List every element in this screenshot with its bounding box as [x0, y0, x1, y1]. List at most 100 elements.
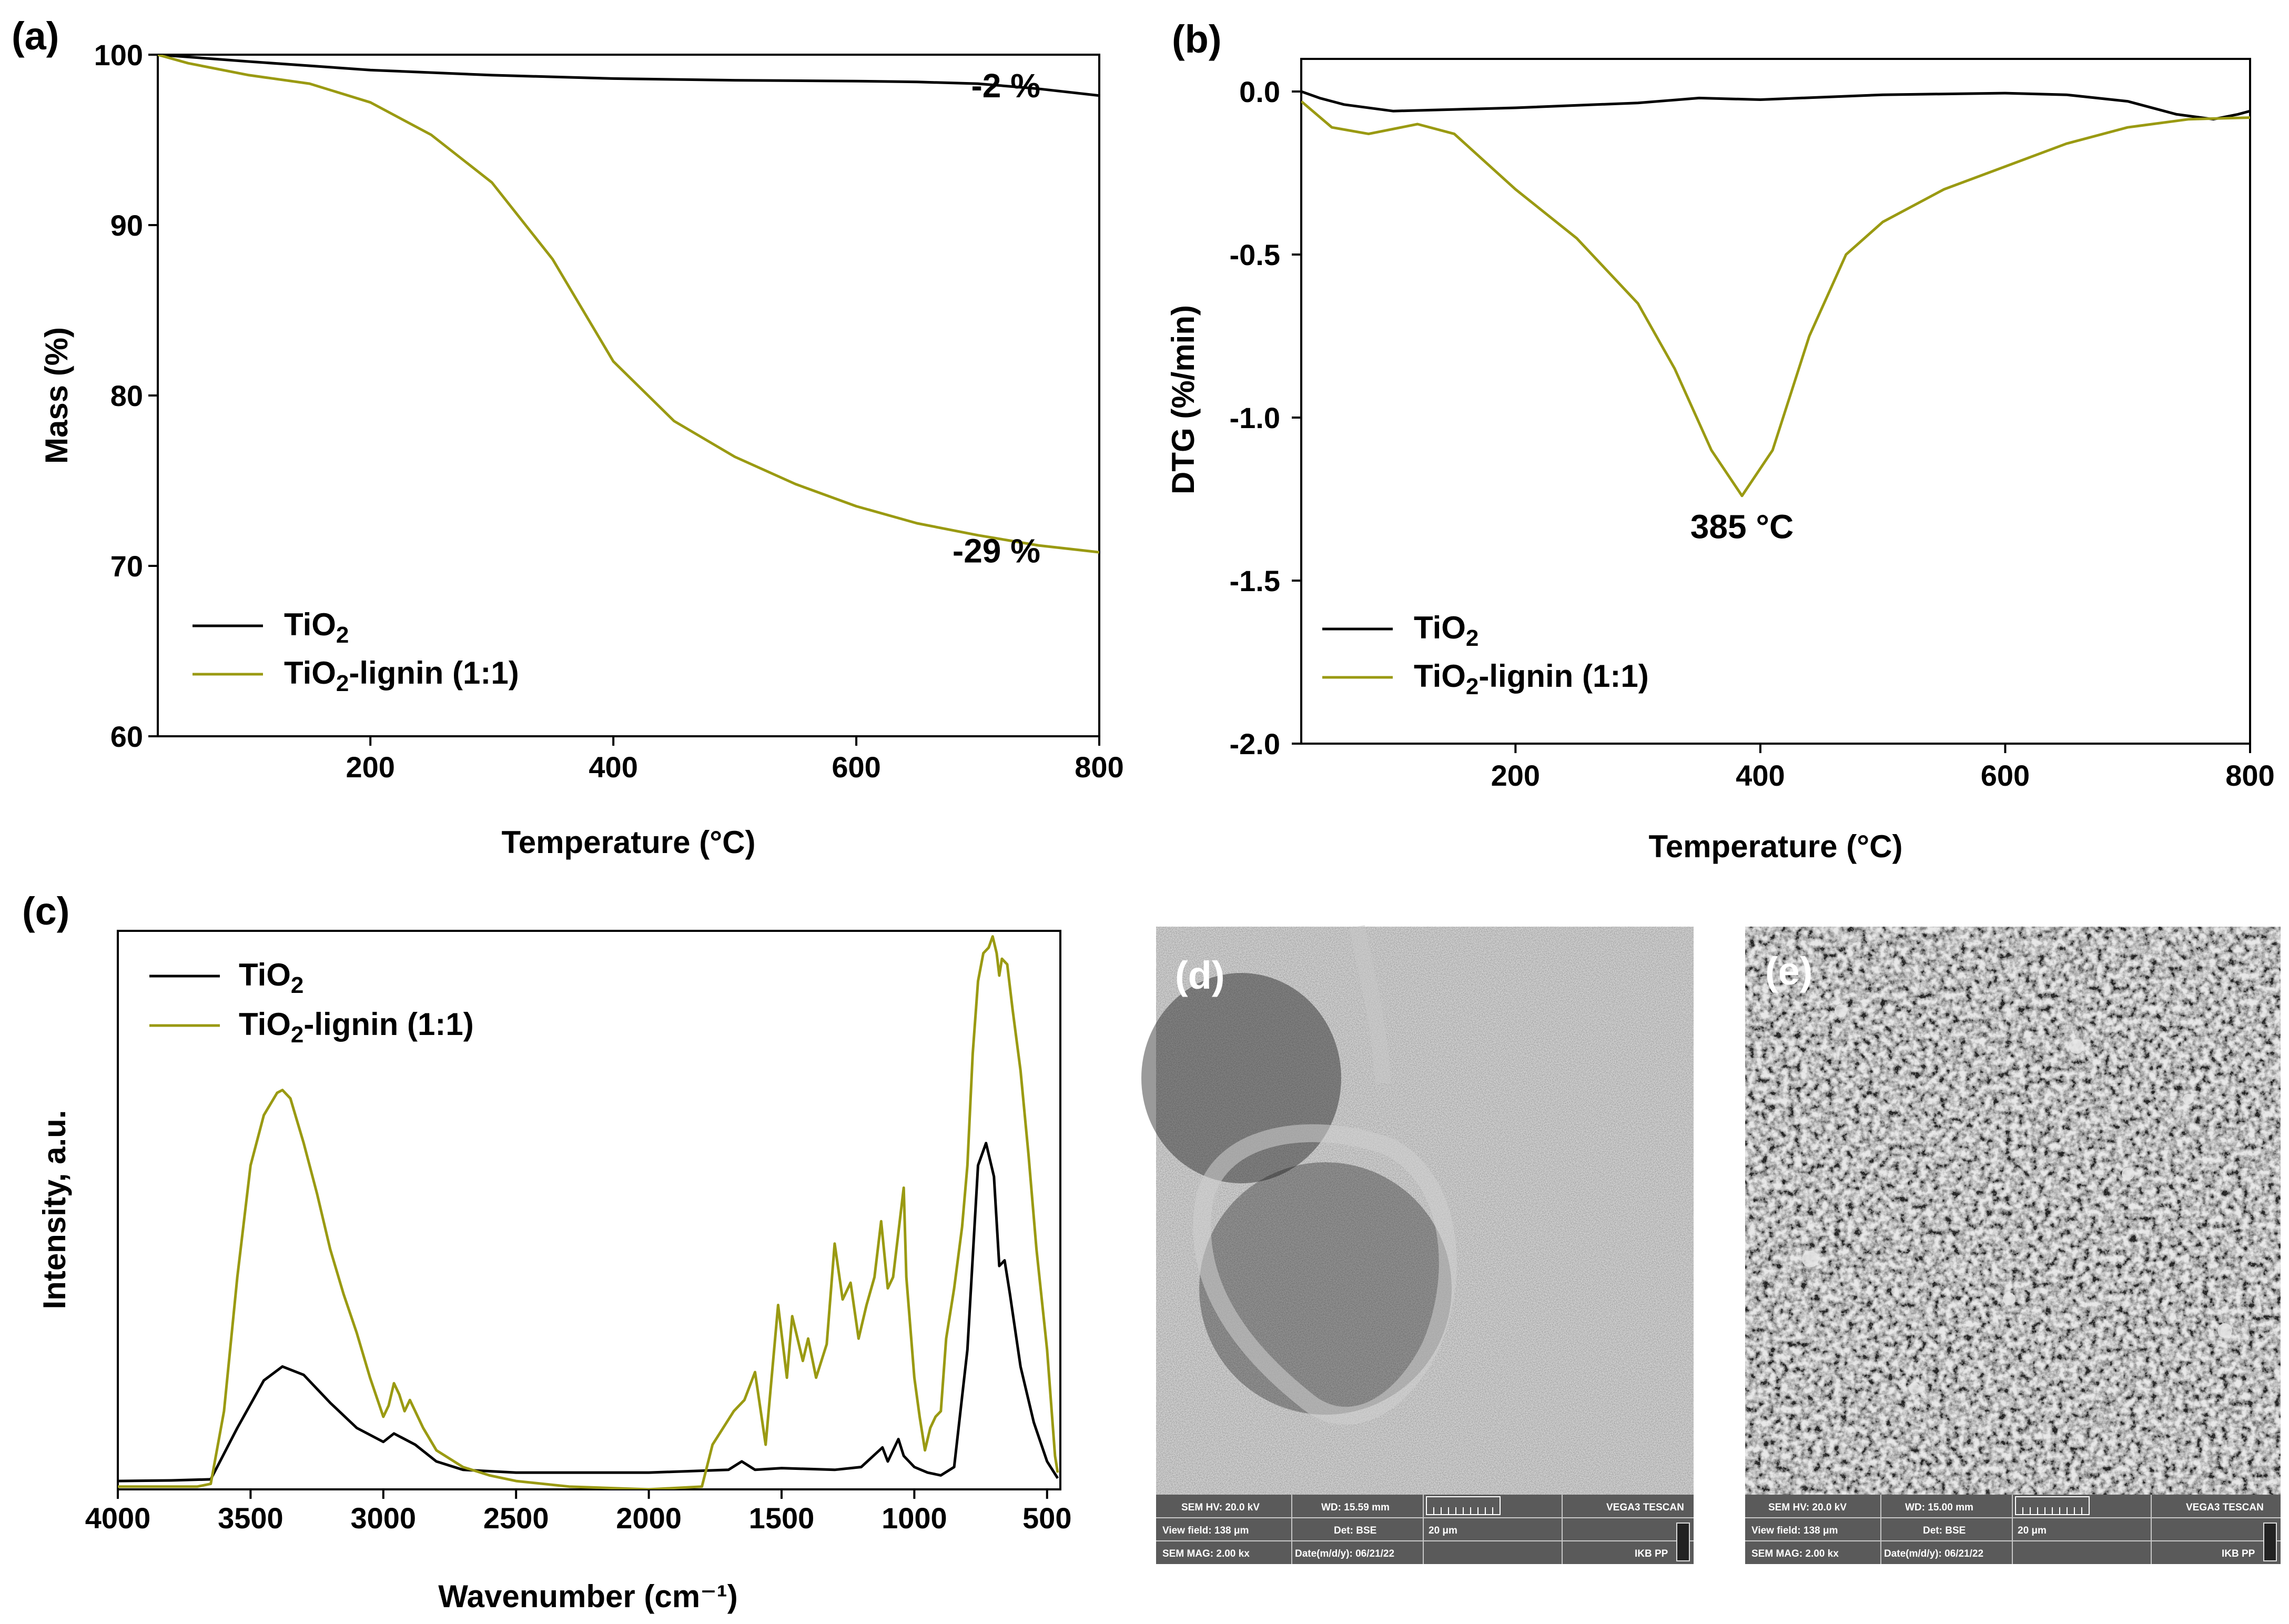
- sem-e-label: (e): [1765, 949, 1812, 993]
- sem-e-mag: SEM MAG: 2.00 kx: [1751, 1548, 1839, 1559]
- chart-c-xtick-label-4000: 4000: [85, 1501, 151, 1535]
- chart-c-frame: [117, 930, 1061, 1490]
- chart-c-xtick-label-1500: 1500: [749, 1501, 815, 1535]
- chart-a-ytick-label-1: 70: [110, 550, 143, 583]
- chart-c-xtick-label-500: 500: [1022, 1501, 1071, 1535]
- chart-b-xtick-label-200: 200: [1491, 759, 1540, 792]
- chart-c-xlabel: Wavenumber (cm⁻¹): [438, 1579, 738, 1614]
- legend-b-tio2-base: TiO: [1414, 610, 1466, 645]
- sem-e-det: Det: BSE: [1923, 1525, 1966, 1536]
- chart-c-xtick-label-1000: 1000: [882, 1501, 947, 1535]
- sem-e-wd: WD: 15.00 mm: [1905, 1502, 1973, 1513]
- sem-d-info-bg: [1156, 1495, 1694, 1564]
- sem-e-info-bar: SEM HV: 20.0 kV WD: 15.00 mm VEGA3 TESCA…: [1745, 1495, 2281, 1564]
- legend-c-lignin-rest: -lignin (1:1): [303, 1007, 473, 1042]
- sem-e-bright-particles: [1802, 1004, 2232, 1394]
- chart-b-ytick-label-1: -0.5: [1230, 238, 1281, 271]
- chart-c-legend: TiO2 TiO2-lignin (1:1): [149, 957, 474, 1048]
- chart-b-ytick-label-4: -2.0: [1230, 727, 1281, 760]
- chart-b-dtg: 200 400 600 800 0.0 -0.5 -1.0 -1.5 -2.0 385 °C T…: [1166, 58, 2275, 864]
- chart-b-ytick-label-0: 0.0: [1239, 75, 1280, 108]
- panel-label-c: (c): [22, 889, 69, 933]
- chart-b-xtick-label-800: 800: [2225, 759, 2274, 792]
- chart-b-ytick-label-2: -1.0: [1230, 401, 1281, 434]
- sem-d-logo: [1676, 1522, 1690, 1561]
- sem-e-grain: [1745, 927, 2281, 1495]
- chart-b-annotation-0: 385 °C: [1690, 508, 1794, 545]
- chart-a-ytick-label-4: 100: [94, 38, 143, 72]
- sem-e-scale: 20 μm: [2018, 1525, 2047, 1536]
- chart-c-xtick-label-2000: 2000: [616, 1501, 682, 1535]
- chart-b-frame: [1300, 58, 2251, 745]
- legend-a-tio2-sub: 2: [336, 622, 349, 648]
- legend-a-label-tio2: TiO2: [284, 607, 349, 648]
- legend-b-label-lignin: TiO2-lignin (1:1): [1414, 658, 1649, 699]
- chart-a-xtick-label-600: 600: [832, 750, 880, 784]
- chart-b-xlabel: Temperature (°C): [1649, 829, 1903, 864]
- chart-a-legend: TiO2 TiO2-lignin (1:1): [193, 607, 519, 696]
- chart-a-mass: 200 400 600 800 60 70 80 90 100 -2 % -29 % Temper…: [39, 38, 1124, 860]
- chart-c-series-lignin: [118, 935, 1059, 1489]
- chart-a-ytick-label-0: 60: [110, 720, 143, 753]
- chart-a-xtick-label-800: 800: [1075, 750, 1123, 784]
- chart-a-xlabel: Temperature (°C): [502, 825, 756, 860]
- sem-e-lab: IKB PP: [2222, 1548, 2255, 1559]
- legend-a-tio2-base: TiO: [284, 607, 336, 642]
- chart-b-xtick-label-400: 400: [1736, 759, 1785, 792]
- sem-d-viewfield: View field: 138 μm: [1162, 1525, 1249, 1536]
- legend-b-lignin-rest: -lignin (1:1): [1478, 658, 1648, 694]
- sem-image-d: (d) SEM HV: 20.0 kV WD: 15.59 mm VEGA3 T…: [1141, 925, 1694, 1564]
- legend-c-label-lignin: TiO2-lignin (1:1): [239, 1007, 474, 1048]
- chart-c-ftir: 4000 3500 3000 2500 2000 1500 1000 500 Wavenumb…: [37, 930, 1071, 1614]
- chart-a-ytick-label-2: 80: [110, 379, 143, 412]
- sem-e-hv: SEM HV: 20.0 kV: [1768, 1502, 1847, 1513]
- legend-a-label-lignin: TiO2-lignin (1:1): [284, 655, 519, 696]
- sem-d-ridge: [1349, 925, 1391, 1084]
- chart-b-ylabel: DTG (%/min): [1166, 305, 1201, 494]
- legend-a-lignin-rest: -lignin (1:1): [349, 655, 519, 691]
- chart-b-legend: TiO2 TiO2-lignin (1:1): [1322, 610, 1649, 699]
- chart-b-series-lignin: [1301, 100, 2250, 498]
- sem-e-model: VEGA3 TESCAN: [2186, 1502, 2264, 1513]
- chart-c-xtick-label-2500: 2500: [483, 1501, 549, 1535]
- sem-e-logo: [2263, 1522, 2277, 1561]
- sem-d-hv: SEM HV: 20.0 kV: [1181, 1502, 1260, 1513]
- sem-d-label: (d): [1175, 953, 1225, 997]
- chart-a-series-lignin: [158, 55, 1099, 554]
- sem-d-scale: 20 μm: [1429, 1525, 1457, 1536]
- sem-e-viewfield: View field: 138 μm: [1751, 1525, 1838, 1536]
- panel-label-a: (a): [12, 14, 59, 58]
- chart-a-ylabel: Mass (%): [39, 327, 74, 464]
- legend-a-lignin-base: TiO: [284, 655, 336, 691]
- sem-d-lab: IKB PP: [1635, 1548, 1668, 1559]
- legend-a-lignin-sub: 2: [336, 671, 349, 696]
- legend-b-lignin-base: TiO: [1414, 658, 1466, 694]
- chart-b-xtick-label-600: 600: [1981, 759, 2030, 792]
- chart-c-ylabel: Intensity, a.u.: [37, 1110, 72, 1310]
- legend-c-lignin-base: TiO: [239, 1007, 291, 1042]
- chart-b-series-tio2: [1301, 90, 2250, 121]
- chart-c-series-tio2: [118, 1142, 1059, 1483]
- chart-b-ytick-label-3: -1.5: [1230, 564, 1281, 597]
- sem-e-date: Date(m/d/y): 06/21/22: [1884, 1548, 1983, 1559]
- legend-c-tio2-sub: 2: [291, 972, 303, 998]
- legend-b-tio2-sub: 2: [1466, 625, 1478, 651]
- chart-a-annotation-1: -29 %: [953, 532, 1040, 570]
- chart-c-xtick-label-3500: 3500: [218, 1501, 283, 1535]
- sem-d-model: VEGA3 TESCAN: [1606, 1502, 1684, 1513]
- sem-d-date: Date(m/d/y): 06/21/22: [1295, 1548, 1394, 1559]
- chart-a-series-tio2: [158, 55, 1099, 97]
- chart-a-annotation-0: -2 %: [971, 67, 1040, 105]
- legend-b-label-tio2: TiO2: [1414, 610, 1478, 651]
- legend-b-lignin-sub: 2: [1466, 674, 1478, 699]
- legend-c-lignin-sub: 2: [291, 1022, 303, 1048]
- panel-label-b: (b): [1172, 17, 1222, 61]
- chart-c-xtick-label-3000: 3000: [350, 1501, 416, 1535]
- legend-c-label-tio2: TiO2: [239, 957, 303, 998]
- sem-d-wd: WD: 15.59 mm: [1321, 1502, 1390, 1513]
- chart-a-ytick-label-3: 90: [110, 209, 143, 242]
- legend-c-tio2-base: TiO: [239, 957, 291, 992]
- chart-a-xtick-label-400: 400: [589, 750, 637, 784]
- sem-d-texture: [1156, 927, 1694, 1495]
